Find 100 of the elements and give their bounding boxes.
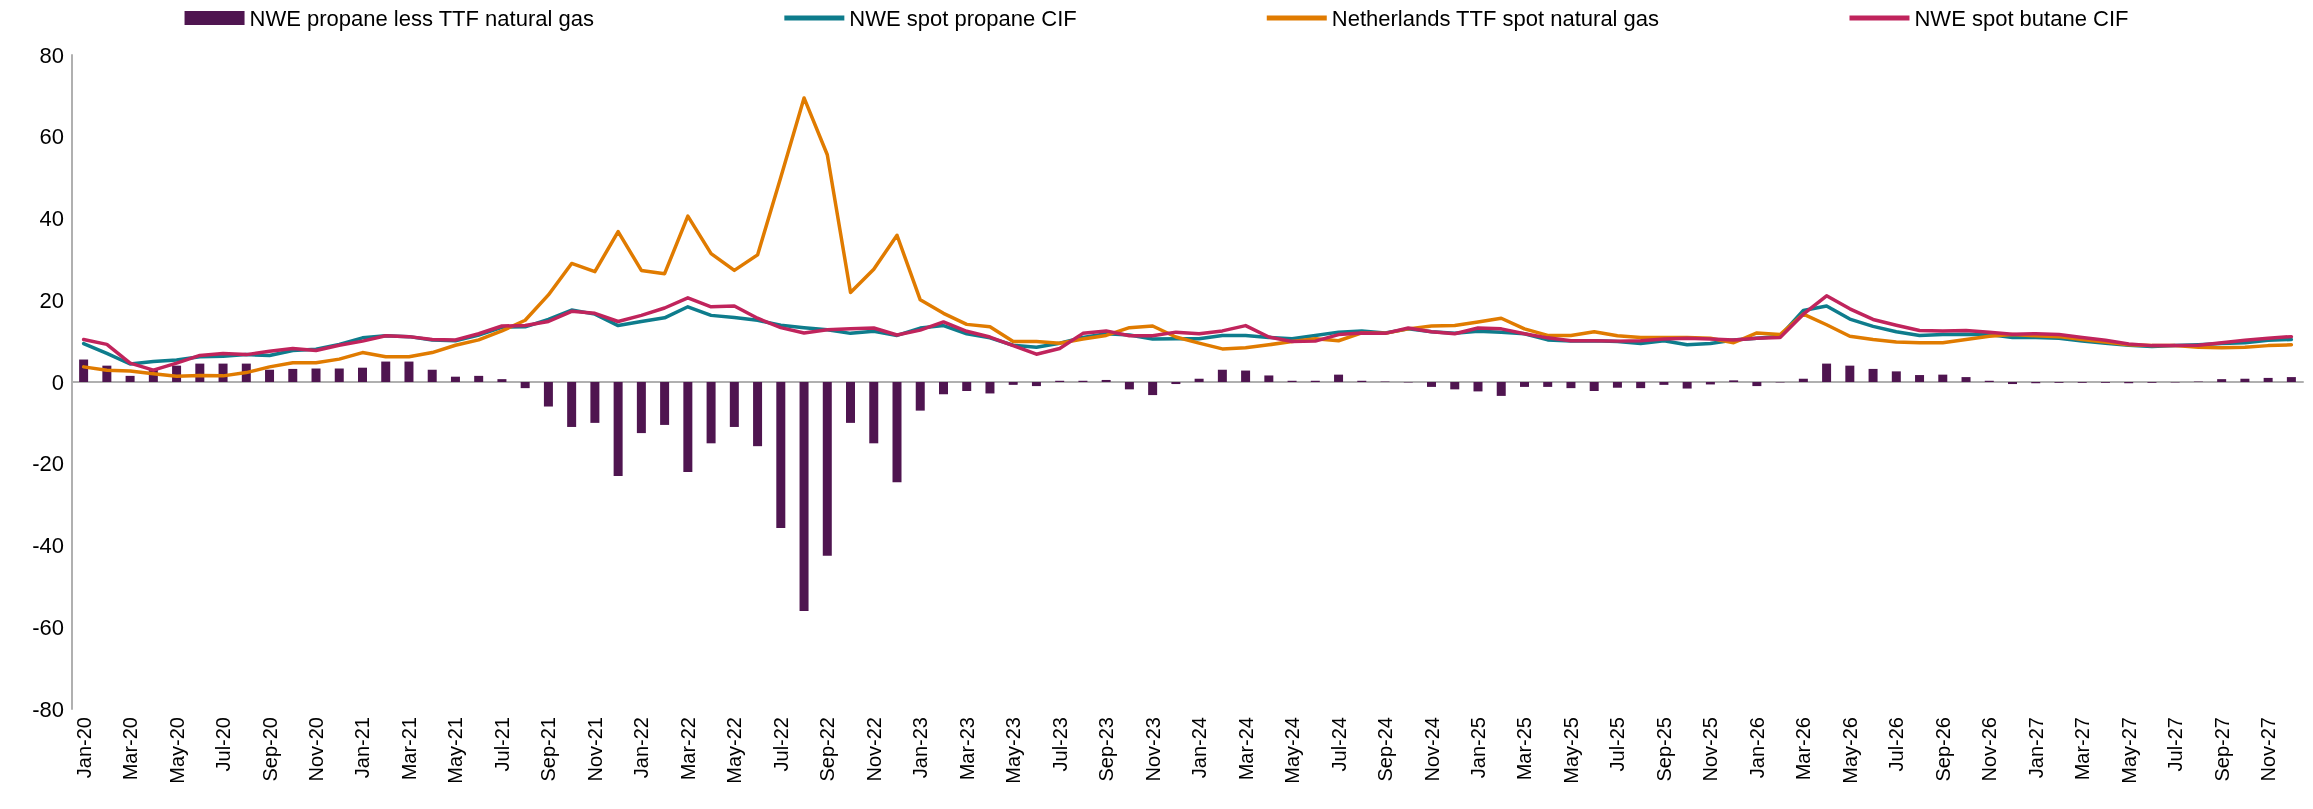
y-tick-label: 20: [39, 287, 64, 313]
bar: [520, 382, 530, 389]
y-tick-label: -80: [32, 696, 64, 722]
bar: [2240, 378, 2250, 382]
bar: [660, 382, 670, 425]
x-tick-label: Sep-22: [816, 717, 839, 782]
bar: [1915, 375, 1925, 382]
x-tick-label: Nov-24: [1420, 717, 1443, 782]
bar: [822, 382, 832, 556]
x-tick-label: Nov-23: [1141, 717, 1164, 782]
x-tick-label: Jan-25: [1466, 717, 1489, 779]
bar: [915, 382, 925, 411]
y-tick-label: 40: [39, 206, 64, 231]
bar: [1636, 382, 1646, 389]
x-tick-label: Jan-21: [351, 717, 374, 779]
x-tick-label: Jul-27: [2164, 717, 2187, 772]
bar: [1659, 382, 1669, 385]
bar: [1334, 374, 1344, 382]
y-tick-label: 80: [39, 42, 64, 68]
x-tick-label: Mar-20: [119, 717, 142, 781]
x-tick-label: Jan-23: [909, 717, 932, 779]
bar: [776, 382, 786, 528]
bar: [683, 382, 693, 472]
x-tick-label: Jul-21: [490, 717, 513, 772]
bar: [381, 361, 391, 382]
bar: [2217, 379, 2227, 382]
bar: [1891, 371, 1901, 382]
x-tick-label: Mar-26: [1792, 717, 1815, 781]
bar: [334, 368, 344, 382]
bar: [1008, 382, 1018, 385]
x-tick-label: May-22: [723, 717, 746, 784]
bar: [1217, 369, 1227, 382]
x-tick-label: Sep-20: [258, 717, 281, 782]
x-tick-label: Jan-22: [630, 717, 653, 779]
bar: [311, 368, 321, 382]
x-tick-label: Sep-27: [2210, 717, 2233, 782]
bar: [1264, 375, 1274, 382]
x-tick-label: May-26: [1838, 717, 1861, 784]
bar: [1682, 382, 1692, 389]
x-tick-label: Mar-22: [676, 717, 699, 781]
x-tick-label: May-23: [1002, 717, 1025, 784]
x-tick-label: May-25: [1559, 717, 1582, 784]
legend-label: NWE spot propane CIF: [849, 5, 1077, 31]
bar: [543, 382, 553, 407]
y-tick-label: -20: [32, 451, 64, 477]
x-tick-label: Sep-24: [1374, 717, 1397, 782]
x-tick-label: Mar-21: [397, 717, 420, 781]
bar: [869, 382, 879, 444]
x-tick-label: Nov-22: [862, 717, 885, 782]
bar: [938, 382, 948, 395]
bar: [357, 367, 367, 382]
bar: [892, 382, 902, 483]
bar: [1798, 378, 1808, 382]
bar: [1938, 374, 1948, 382]
y-tick-label: -40: [32, 533, 64, 558]
bar: [1868, 368, 1878, 382]
bar: [474, 375, 484, 382]
bar: [265, 369, 275, 382]
x-tick-label: May-20: [165, 717, 188, 784]
bar: [985, 382, 995, 394]
legend-label: Netherlands TTF spot natural gas: [1331, 5, 1660, 31]
bar: [1822, 363, 1832, 382]
bar: [1171, 382, 1181, 385]
x-tick-label: Jul-20: [212, 717, 235, 772]
x-tick-label: Jul-26: [1885, 717, 1908, 772]
x-tick-label: Mar-24: [1234, 717, 1257, 781]
x-tick-label: Nov-25: [1699, 717, 1722, 782]
bar: [1427, 382, 1437, 387]
x-tick-label: Jan-24: [1188, 717, 1211, 779]
bar: [125, 375, 135, 382]
x-tick-label: Sep-23: [1095, 717, 1118, 782]
x-tick-label: Sep-21: [537, 717, 560, 782]
x-tick-label: Sep-26: [1931, 717, 1954, 782]
bar: [1496, 382, 1506, 396]
bar: [450, 376, 460, 382]
bar: [1450, 382, 1460, 390]
x-tick-label: Jul-22: [769, 717, 792, 772]
bar: [962, 382, 972, 391]
x-tick-label: Jul-25: [1606, 717, 1629, 772]
x-tick-label: May-27: [2117, 717, 2140, 784]
x-tick-label: May-21: [444, 717, 467, 784]
bar: [1031, 382, 1041, 387]
x-tick-label: Mar-27: [2071, 717, 2094, 781]
bar: [1589, 382, 1599, 391]
x-tick-label: Mar-23: [955, 717, 978, 781]
bar: [1241, 370, 1251, 382]
bar: [1194, 378, 1204, 382]
bar: [404, 361, 414, 382]
bar: [2008, 382, 2018, 385]
x-tick-label: Nov-27: [2257, 717, 2280, 782]
bar: [2263, 377, 2273, 382]
bar: [1961, 377, 1971, 382]
bar: [1473, 382, 1483, 392]
bar: [2286, 377, 2296, 382]
legend-label: NWE propane less TTF natural gas: [249, 5, 594, 31]
bar: [1124, 382, 1134, 390]
bar: [1519, 382, 1529, 387]
bar: [636, 382, 646, 434]
bar: [846, 382, 856, 423]
bar: [729, 382, 739, 427]
